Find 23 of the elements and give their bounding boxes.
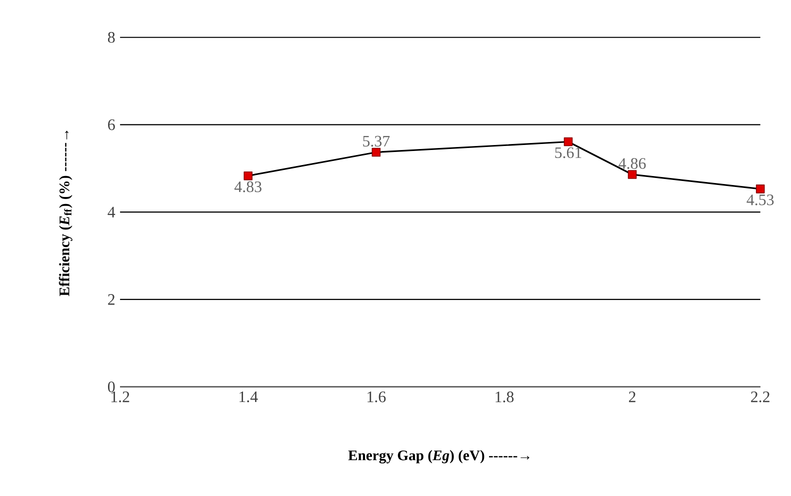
point — [372, 148, 381, 157]
data-label: 4.53 — [746, 194, 774, 206]
x-tick-label: 1.2 — [111, 391, 130, 402]
y-tick-label: 6 — [108, 119, 115, 130]
x-tick-label: 1.4 — [240, 391, 258, 402]
point — [564, 137, 573, 146]
x-tick-label: 1.6 — [368, 391, 386, 402]
point — [628, 170, 637, 179]
point — [756, 184, 765, 194]
x-tick-label: 2.2 — [751, 391, 770, 402]
y-tick-label: 8 — [108, 32, 115, 43]
x-tick-label: 1.8 — [496, 391, 514, 402]
y-tick-label: 0 — [108, 381, 115, 392]
x-tick-label: 2 — [628, 391, 636, 402]
data-label: 5.37 — [363, 136, 390, 147]
data-label: 4.83 — [234, 181, 262, 192]
x-axis-title: Energy Gap (Eg) (eV) ------→ — [348, 450, 530, 464]
data-label: 4.86 — [618, 158, 646, 169]
y-tick-label: 4 — [108, 206, 116, 218]
data-label: 5.61 — [555, 147, 582, 158]
y-tick-label: 2 — [108, 294, 114, 305]
point — [244, 171, 252, 180]
y-axis-title: Efficiency (E$_{ff}$) (%) ------→ — [58, 130, 72, 296]
